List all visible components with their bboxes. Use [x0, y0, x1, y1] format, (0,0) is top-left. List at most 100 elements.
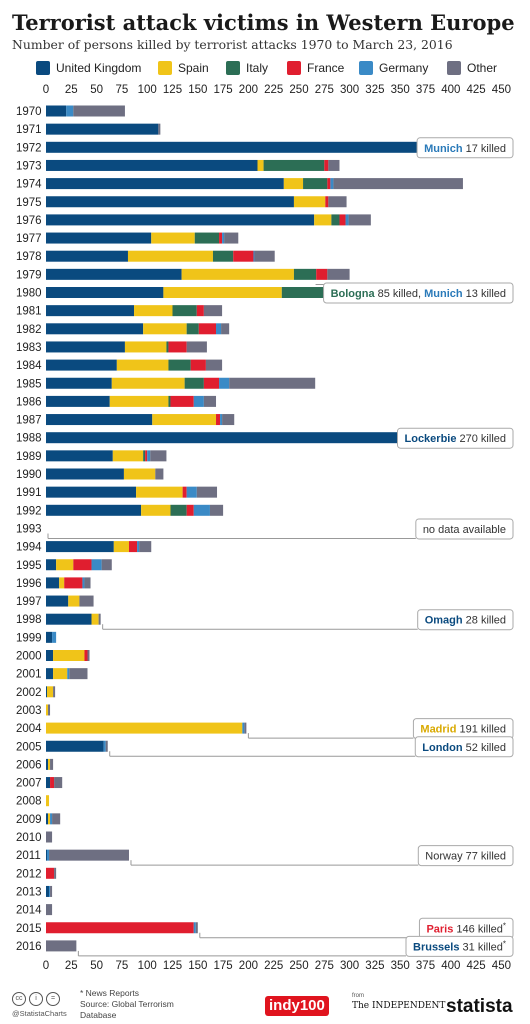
bar-segment-united-kingdom	[46, 395, 110, 407]
bar-segment-spain	[112, 450, 144, 462]
x-tick-label-bottom: 125	[163, 960, 182, 972]
bar-segment-italy	[168, 359, 191, 371]
year-label: 1998	[16, 614, 42, 626]
year-label: 2013	[16, 886, 42, 898]
bar-segment-spain	[116, 359, 169, 371]
bar-segment-other	[139, 541, 152, 553]
statista-logo[interactable]: statista	[446, 996, 513, 1017]
bar-segment-other	[50, 758, 54, 770]
bar-segment-other	[328, 196, 347, 208]
independent-logo[interactable]: The INDEPENDENT	[352, 1001, 446, 1011]
x-tick-label-top: 200	[239, 84, 258, 96]
bar-segment-germany	[253, 250, 255, 262]
bar-segment-spain	[143, 323, 187, 335]
bar-segment-italy	[186, 323, 199, 335]
bar-segment-germany	[186, 486, 197, 498]
bar-segment-france	[190, 359, 206, 371]
legend-item-spain: Spain	[158, 61, 209, 75]
legend-item-france: France	[287, 61, 344, 75]
x-tick-label-bottom: 450	[492, 960, 511, 972]
annotation-label-part: *	[503, 921, 506, 930]
annotation-label-part: London	[422, 742, 463, 754]
bar-segment-germany	[345, 214, 349, 226]
bar-segment-france	[128, 541, 138, 553]
annotation-label-part: *	[503, 939, 506, 948]
annotation-label: London 52 killed	[422, 742, 506, 754]
annotation-label: Norway 77 killed	[425, 851, 506, 863]
annotation-label-part: Paris	[426, 923, 453, 935]
year-label: 2015	[16, 923, 42, 935]
year-label: 2012	[16, 868, 42, 880]
bar-segment-germany	[193, 504, 210, 516]
bar-segment-germany	[147, 450, 151, 462]
cc-icon: cc	[12, 992, 26, 1006]
legend-item-italy: Italy	[226, 61, 268, 75]
bar-segment-other	[84, 577, 91, 589]
annotation-box	[417, 845, 514, 867]
year-label: 1980	[16, 288, 42, 300]
year-label: 1979	[16, 269, 42, 281]
bar-segment-united-kingdom	[46, 414, 153, 426]
annotation-label: Paris 146 killed*	[426, 921, 506, 935]
x-tick-label-bottom: 350	[391, 960, 410, 972]
bar-segment-other	[54, 867, 57, 879]
annotation-label-part: Madrid	[420, 724, 456, 736]
bar-segment-france	[50, 777, 55, 789]
bar-segment-spain	[111, 377, 185, 389]
indy100-logo[interactable]: indy100	[265, 996, 329, 1016]
bar-segment-united-kingdom	[46, 885, 50, 897]
bar-segment-other	[105, 740, 108, 752]
bar-segment-other	[327, 268, 350, 280]
bar-segment-united-kingdom	[46, 159, 258, 171]
bar-segment-united-kingdom	[46, 486, 137, 498]
legend-swatch	[287, 61, 301, 75]
annotation-label-part: no data available	[423, 524, 506, 536]
bar-segment-other	[195, 922, 198, 934]
year-label: 1999	[16, 632, 42, 644]
bar-segment-united-kingdom	[46, 305, 135, 317]
annotation-label-part: 85 killed,	[375, 288, 425, 300]
social-handle[interactable]: @StatistaCharts	[12, 1009, 67, 1018]
legend-item-united-kingdom: United Kingdom	[36, 61, 141, 75]
bar-segment-germany	[330, 178, 334, 190]
bar-segment-spain	[113, 541, 129, 553]
year-label: 1994	[16, 542, 42, 554]
bar-segment-other	[254, 250, 275, 262]
bar-segment-germany	[82, 577, 85, 589]
bar-segment-italy	[168, 395, 171, 407]
annotation-label-part: 31 killed	[459, 941, 502, 953]
legend-label: Germany	[379, 61, 429, 75]
bar-segment-united-kingdom	[46, 214, 315, 226]
annotation-box	[323, 282, 514, 304]
bar-segment-spain	[48, 758, 51, 770]
bar-segment-spain	[47, 686, 54, 698]
no-derivatives-icon: =	[46, 992, 60, 1006]
bar-segment-other	[54, 777, 63, 789]
bar-segment-italy	[293, 268, 317, 280]
annotation-label-part: 146 killed	[453, 923, 503, 935]
bar-segment-united-kingdom	[46, 377, 112, 389]
annotation-box	[415, 518, 514, 540]
bar-segment-other	[101, 559, 112, 571]
attribution-icon: i	[29, 992, 43, 1006]
bar-segment-other	[49, 849, 129, 861]
annotation-box	[417, 609, 514, 631]
year-label: 1996	[16, 578, 42, 590]
year-label: 2010	[16, 832, 42, 844]
bar-segment-other	[224, 232, 239, 244]
year-label: 1978	[16, 251, 42, 263]
annotation-label-part: Munich	[424, 143, 463, 155]
x-tick-label-bottom: 400	[441, 960, 460, 972]
bar-segment-france	[84, 650, 88, 661]
bar-segment-france	[73, 559, 92, 571]
bar-segment-united-kingdom	[46, 613, 92, 625]
bar-segment-united-kingdom	[46, 668, 54, 680]
bar-segment-germany	[216, 323, 222, 335]
x-tick-label-top: 375	[416, 84, 435, 96]
year-label: 1983	[16, 342, 42, 354]
bar-segment-france	[324, 159, 329, 171]
bar-segment-united-kingdom	[46, 650, 54, 661]
x-tick-label-top: 425	[467, 84, 486, 96]
bar-segment-germany	[220, 414, 223, 426]
legend-swatch	[36, 61, 50, 75]
